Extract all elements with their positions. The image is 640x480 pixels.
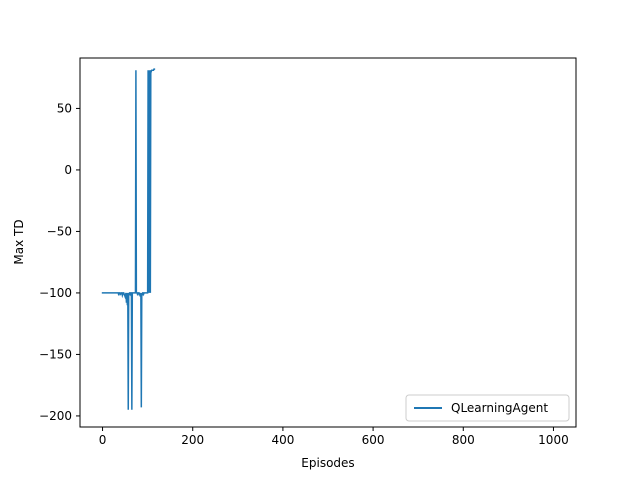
plot-area — [101, 68, 156, 410]
y-tick-label-3: −50 — [47, 224, 72, 238]
y-tick-label-1: −150 — [39, 347, 72, 361]
y-tick-label-5: 50 — [57, 101, 72, 115]
x-tick-label-2: 400 — [271, 433, 294, 447]
x-axis-label: Episodes — [301, 456, 354, 470]
x-tick-label-1: 200 — [181, 433, 204, 447]
y-tick-label-4: 0 — [64, 163, 72, 177]
legend-box — [405, 394, 570, 422]
x-tick-label-4: 800 — [452, 433, 475, 447]
x-axis-ticks: 0 200 400 600 800 1000 — [99, 427, 569, 447]
series-line-0 — [101, 68, 156, 410]
legend-label: QLearningAgent — [451, 401, 548, 415]
y-axis-ticks: −200 −150 −100 −50 0 50 — [39, 101, 80, 423]
axes-frame — [79, 57, 577, 428]
y-axis-label: Max TD — [12, 219, 26, 264]
y-tick-label-0: −200 — [39, 409, 72, 423]
y-tick-label-2: −100 — [39, 286, 72, 300]
x-tick-label-0: 0 — [99, 433, 107, 447]
x-tick-label-3: 600 — [362, 433, 385, 447]
x-tick-label-5: 1000 — [538, 433, 569, 447]
legend: QLearningAgent — [405, 394, 570, 422]
